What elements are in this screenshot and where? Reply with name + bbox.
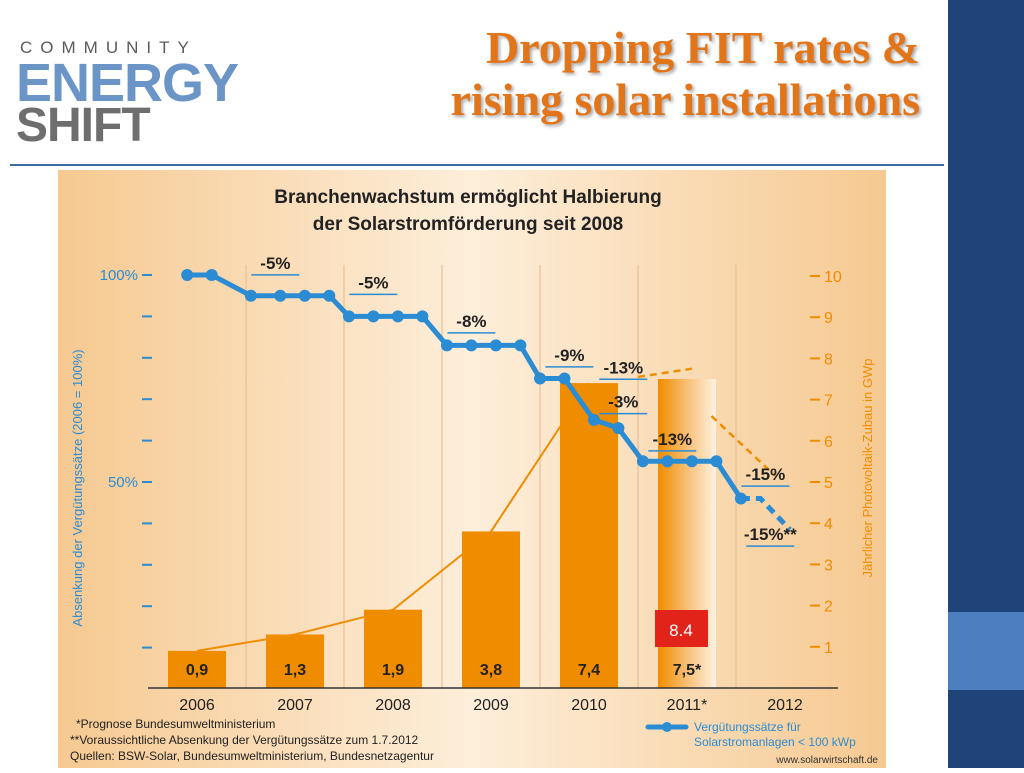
bar (364, 609, 422, 688)
y-right-tick-label: 2 (824, 599, 833, 616)
fit-line-point (587, 413, 600, 426)
y-right-tick-label: 10 (824, 269, 842, 286)
y-left-tick-label: 50% (108, 474, 138, 491)
x-tick-label: 2006 (179, 697, 215, 714)
community-energy-shift-logo: COMMUNITY ENERGY SHIFT (12, 28, 239, 154)
fit-line-point (391, 310, 404, 323)
fit-line-forecast (740, 496, 792, 532)
y-right-tick-label: 5 (824, 475, 833, 492)
fit-line-point (244, 289, 257, 302)
fit-line-point (181, 269, 194, 281)
footnote-1: *Prognose Bundesumweltministerium (76, 717, 275, 731)
fit-line-point (489, 339, 502, 352)
fit-rate-line (181, 269, 792, 532)
legend-label-line-2: Solarstromanlagen < 100 kWp (694, 735, 856, 749)
bar-trend-line (196, 382, 590, 652)
bar-forecast-trend (637, 367, 693, 379)
y-right-tick-label: 8 (824, 351, 833, 368)
slide-title-line-2: rising solar installations (450, 74, 920, 125)
fit-line-point (558, 372, 571, 385)
legend-label-line-1: Vergütungssätze für (694, 720, 801, 734)
y-right-tick-label: 6 (824, 434, 833, 451)
rate-annotation: -5% (358, 273, 388, 292)
source-url: www.solarwirtschaft.de (775, 755, 878, 766)
x-tick-label: 2011* (667, 697, 708, 714)
vertical-gridlines (245, 265, 737, 688)
chart-title-line-1: Branchenwachstum ermöglicht Halbierung (274, 187, 661, 208)
bar-value-label: 1,3 (284, 662, 306, 679)
x-tick-label: 2007 (277, 697, 313, 714)
rate-annotation: -13% (652, 430, 692, 449)
rate-annotation: -8% (456, 312, 486, 331)
fit-line-point (440, 339, 453, 352)
bar-value-label: 1,9 (382, 662, 404, 679)
sidebar-accent-block (948, 612, 1024, 690)
fit-line-point (661, 455, 674, 468)
axes: 2006 2007 2008 2009 2010 2011* 2012 100% 50% 1 2 3 4… (100, 267, 842, 714)
title-divider (10, 164, 944, 166)
fit-line-point (323, 289, 336, 302)
fit-line-point (710, 455, 723, 468)
fit-line-point (274, 289, 287, 302)
fit-line-point (416, 310, 429, 323)
x-tick-label: 2009 (473, 697, 509, 714)
rate-annotation: -3% (608, 393, 638, 412)
chart-title-line-2: der Solarstromförderung seit 2008 (313, 214, 623, 235)
footnote-2: **Voraussichtliche Absenkung der Vergütu… (70, 733, 419, 747)
y-right-tick-label: 9 (824, 310, 833, 327)
slide-title: Dropping FIT rates & rising solar instal… (240, 22, 920, 126)
y-right-axis-label: Jährlicher Photovoltaik-Zubau in GWp (860, 359, 875, 578)
y-left-axis-label: Absenkung der Vergütungssätze (2006 = 10… (70, 349, 85, 626)
y-right-tick-label: 7 (824, 393, 833, 410)
rate-annotations: -5% -5% -8% -9% -13% -3% -13% -15% -15%** (251, 254, 797, 547)
legend-marker (662, 722, 672, 732)
bar-value-label: 7,5* (673, 662, 702, 679)
fit-line-point (205, 269, 218, 281)
decline-trend-2012 (710, 415, 777, 477)
bar-value-label: 7,4 (578, 662, 600, 679)
fit-line-point (534, 372, 546, 385)
bar (560, 383, 618, 688)
fit-line-point (465, 339, 478, 352)
y-left-tick-label: 100% (100, 267, 138, 284)
rate-annotation: -13% (603, 358, 643, 377)
fit-line-point (734, 492, 747, 505)
logo-line-energy: ENERGY (16, 53, 239, 113)
rate-annotation: -15%** (744, 525, 797, 544)
y-right-tick-label: 1 (824, 640, 833, 657)
logo-line-community: COMMUNITY (20, 38, 197, 57)
fit-line-point (612, 422, 625, 435)
legend: Vergütungssätze für Solarstromanlagen < … (645, 720, 856, 749)
slide-title-line-1: Dropping FIT rates & (485, 22, 920, 73)
footnote-3: Quellen: BSW-Solar, Bundesumweltminister… (70, 749, 434, 763)
trend-lines (637, 367, 777, 477)
bar (462, 531, 520, 688)
rate-annotation: -5% (260, 254, 290, 273)
footnotes: *Prognose Bundesumweltministerium **Vora… (70, 717, 434, 763)
fit-line-point (298, 289, 311, 302)
fit-line-point (636, 455, 649, 468)
callout-background (655, 610, 708, 647)
callout-label: 8.4 (669, 621, 693, 640)
rate-annotation: -15% (746, 465, 786, 484)
bar (266, 634, 324, 688)
bar-value-label: 0,9 (186, 662, 208, 679)
logo-line-shift: SHIFT (16, 99, 151, 152)
y-right-tick-label: 4 (824, 516, 833, 533)
fit-line-point (342, 310, 355, 323)
bar-value-label: 3,8 (480, 662, 502, 679)
x-tick-label: 2010 (571, 697, 607, 714)
fit-line-point (514, 339, 527, 352)
x-tick-label: 2008 (375, 697, 411, 714)
rate-annotation: -9% (554, 346, 584, 365)
callout-box: 8.4 (655, 610, 708, 647)
y-right-tick-label: 3 (824, 557, 833, 574)
solar-chart: Branchenwachstum ermöglicht Halbierung d… (58, 170, 886, 768)
fit-line-point (367, 310, 380, 323)
chart-panel: Branchenwachstum ermöglicht Halbierung d… (58, 170, 886, 768)
bar (168, 650, 226, 688)
fit-line-point (685, 455, 698, 468)
x-tick-label: 2012 (767, 697, 803, 714)
